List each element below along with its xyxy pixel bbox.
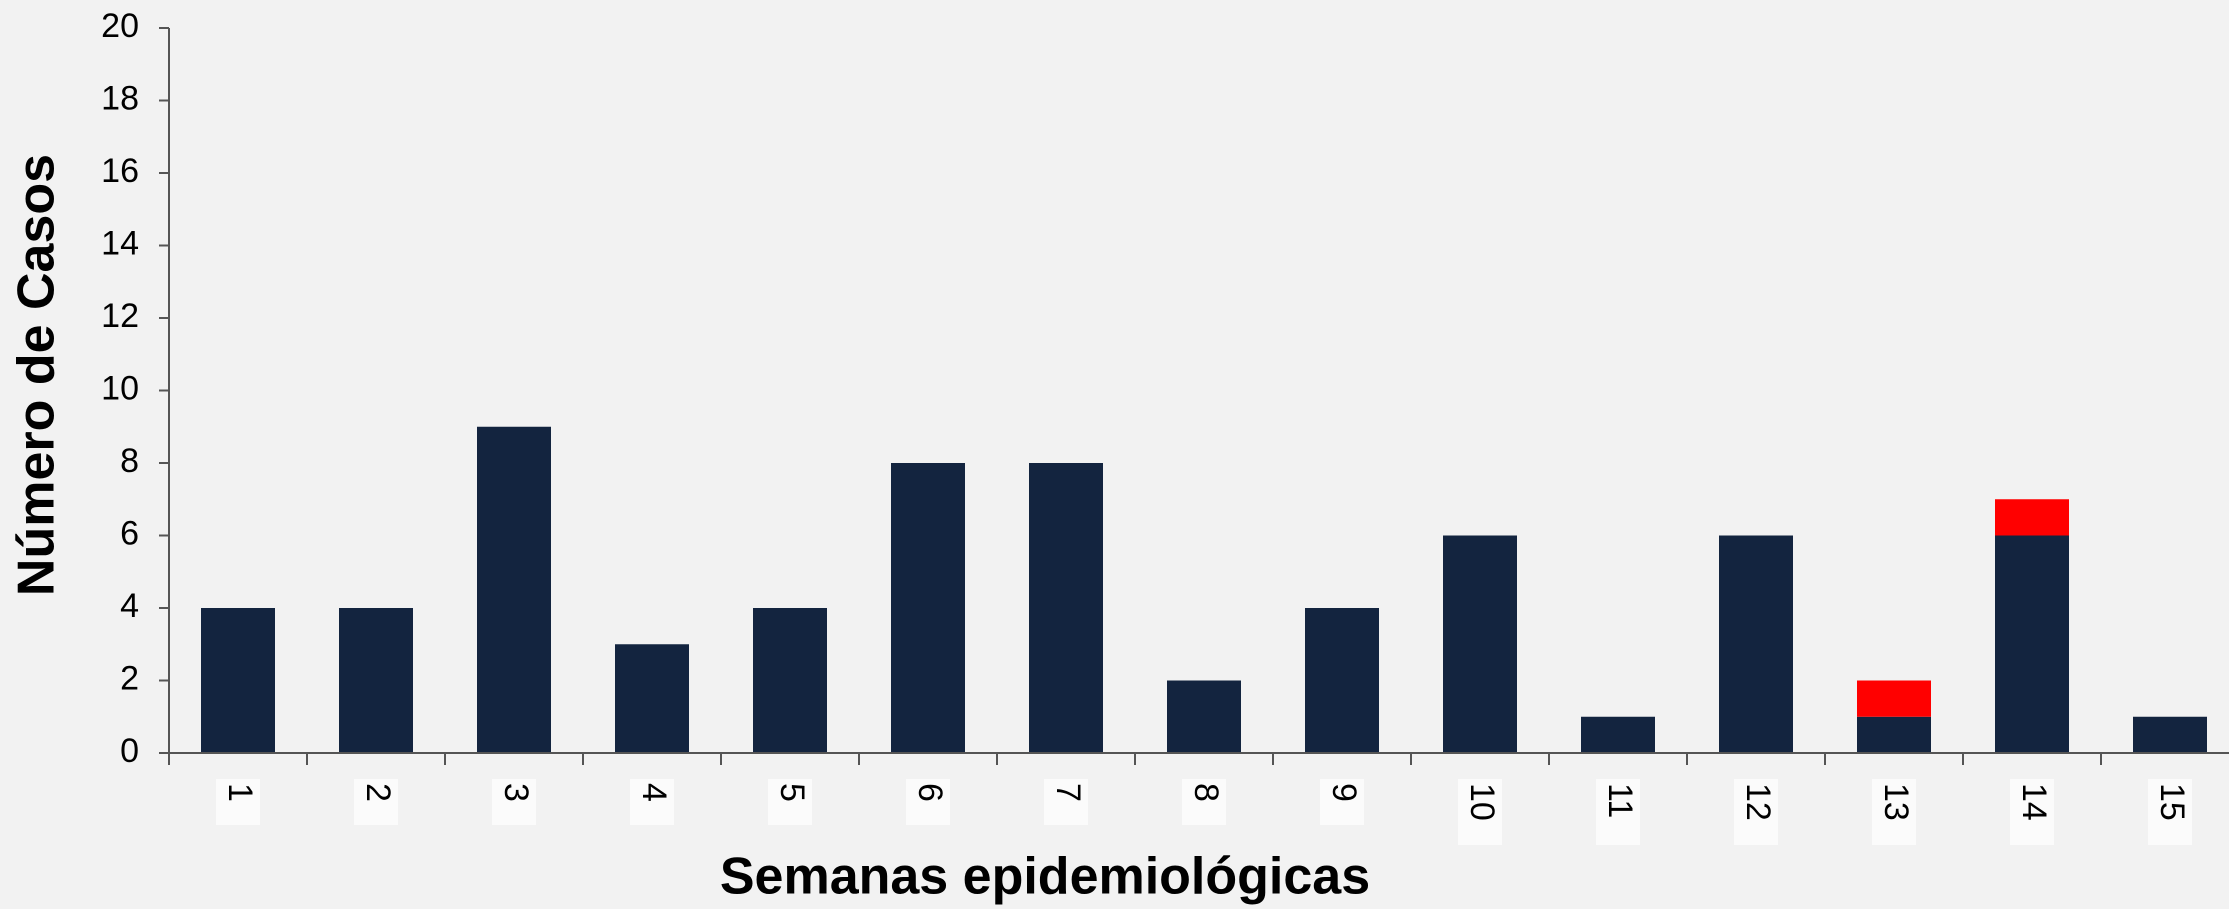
x-tick-label: 15: [2153, 783, 2191, 821]
x-label-bg: [2148, 779, 2192, 845]
x-tick-label: 1: [221, 783, 259, 802]
y-tick-label: 2: [120, 659, 139, 697]
y-tick-label: 4: [120, 587, 139, 625]
bar: [615, 644, 689, 753]
bar: [1995, 499, 2069, 536]
x-tick-label: 12: [1739, 783, 1777, 821]
bar: [1305, 608, 1379, 753]
y-tick-label: 8: [120, 442, 139, 480]
bar: [1857, 680, 1931, 717]
x-tick-label: 11: [1601, 783, 1639, 818]
y-axis-title: Número de Casos: [8, 154, 66, 596]
x-tick-label: 7: [1049, 783, 1087, 802]
bar: [1719, 535, 1793, 753]
bar: [201, 608, 275, 753]
bar: [1857, 716, 1931, 753]
y-tick-label: 10: [101, 369, 139, 407]
x-label-bg: [1182, 779, 1226, 825]
x-label-bg: [354, 779, 398, 825]
x-tick-label: 13: [1877, 783, 1915, 821]
x-label-bg: [2010, 779, 2054, 845]
x-label-bg: [1320, 779, 1364, 825]
y-tick-label: 12: [101, 297, 139, 335]
x-tick-label: 4: [635, 783, 673, 802]
x-axis-title: Semanas epidemiológicas: [720, 848, 1370, 906]
bar: [1581, 716, 1655, 753]
bar: [753, 608, 827, 753]
x-label-bg: [492, 779, 536, 825]
y-tick-label: 6: [120, 514, 139, 552]
x-label-bg: [1044, 779, 1088, 825]
x-tick-label: 5: [773, 783, 811, 802]
x-tick-label: 14: [2015, 783, 2053, 821]
bar: [891, 463, 965, 753]
y-tick-label: 14: [101, 224, 139, 262]
bar: [1167, 680, 1241, 753]
x-tick-label: 8: [1187, 783, 1225, 802]
x-tick-label: 6: [911, 783, 949, 802]
y-tick-label: 18: [101, 79, 139, 117]
x-tick-label: 3: [497, 783, 535, 802]
x-label-bg: [906, 779, 950, 825]
bar: [339, 608, 413, 753]
y-tick-label: 16: [101, 152, 139, 190]
x-tick-label: 9: [1325, 783, 1363, 802]
x-label-bg: [216, 779, 260, 825]
x-label-bg: [630, 779, 674, 825]
y-tick-label: 0: [120, 732, 139, 770]
y-tick-label: 20: [101, 7, 139, 45]
x-label-bg: [1458, 779, 1502, 845]
x-label-bg: [1596, 779, 1640, 845]
x-tick-label: 10: [1463, 783, 1501, 821]
x-label-bg: [768, 779, 812, 825]
bar: [1029, 463, 1103, 753]
x-label-bg: [1734, 779, 1778, 845]
x-tick-label: 2: [359, 783, 397, 802]
x-label-bg: [1872, 779, 1916, 845]
bar: [1443, 535, 1517, 753]
bar: [2133, 716, 2207, 753]
bar: [477, 426, 551, 753]
bar: [1995, 535, 2069, 753]
